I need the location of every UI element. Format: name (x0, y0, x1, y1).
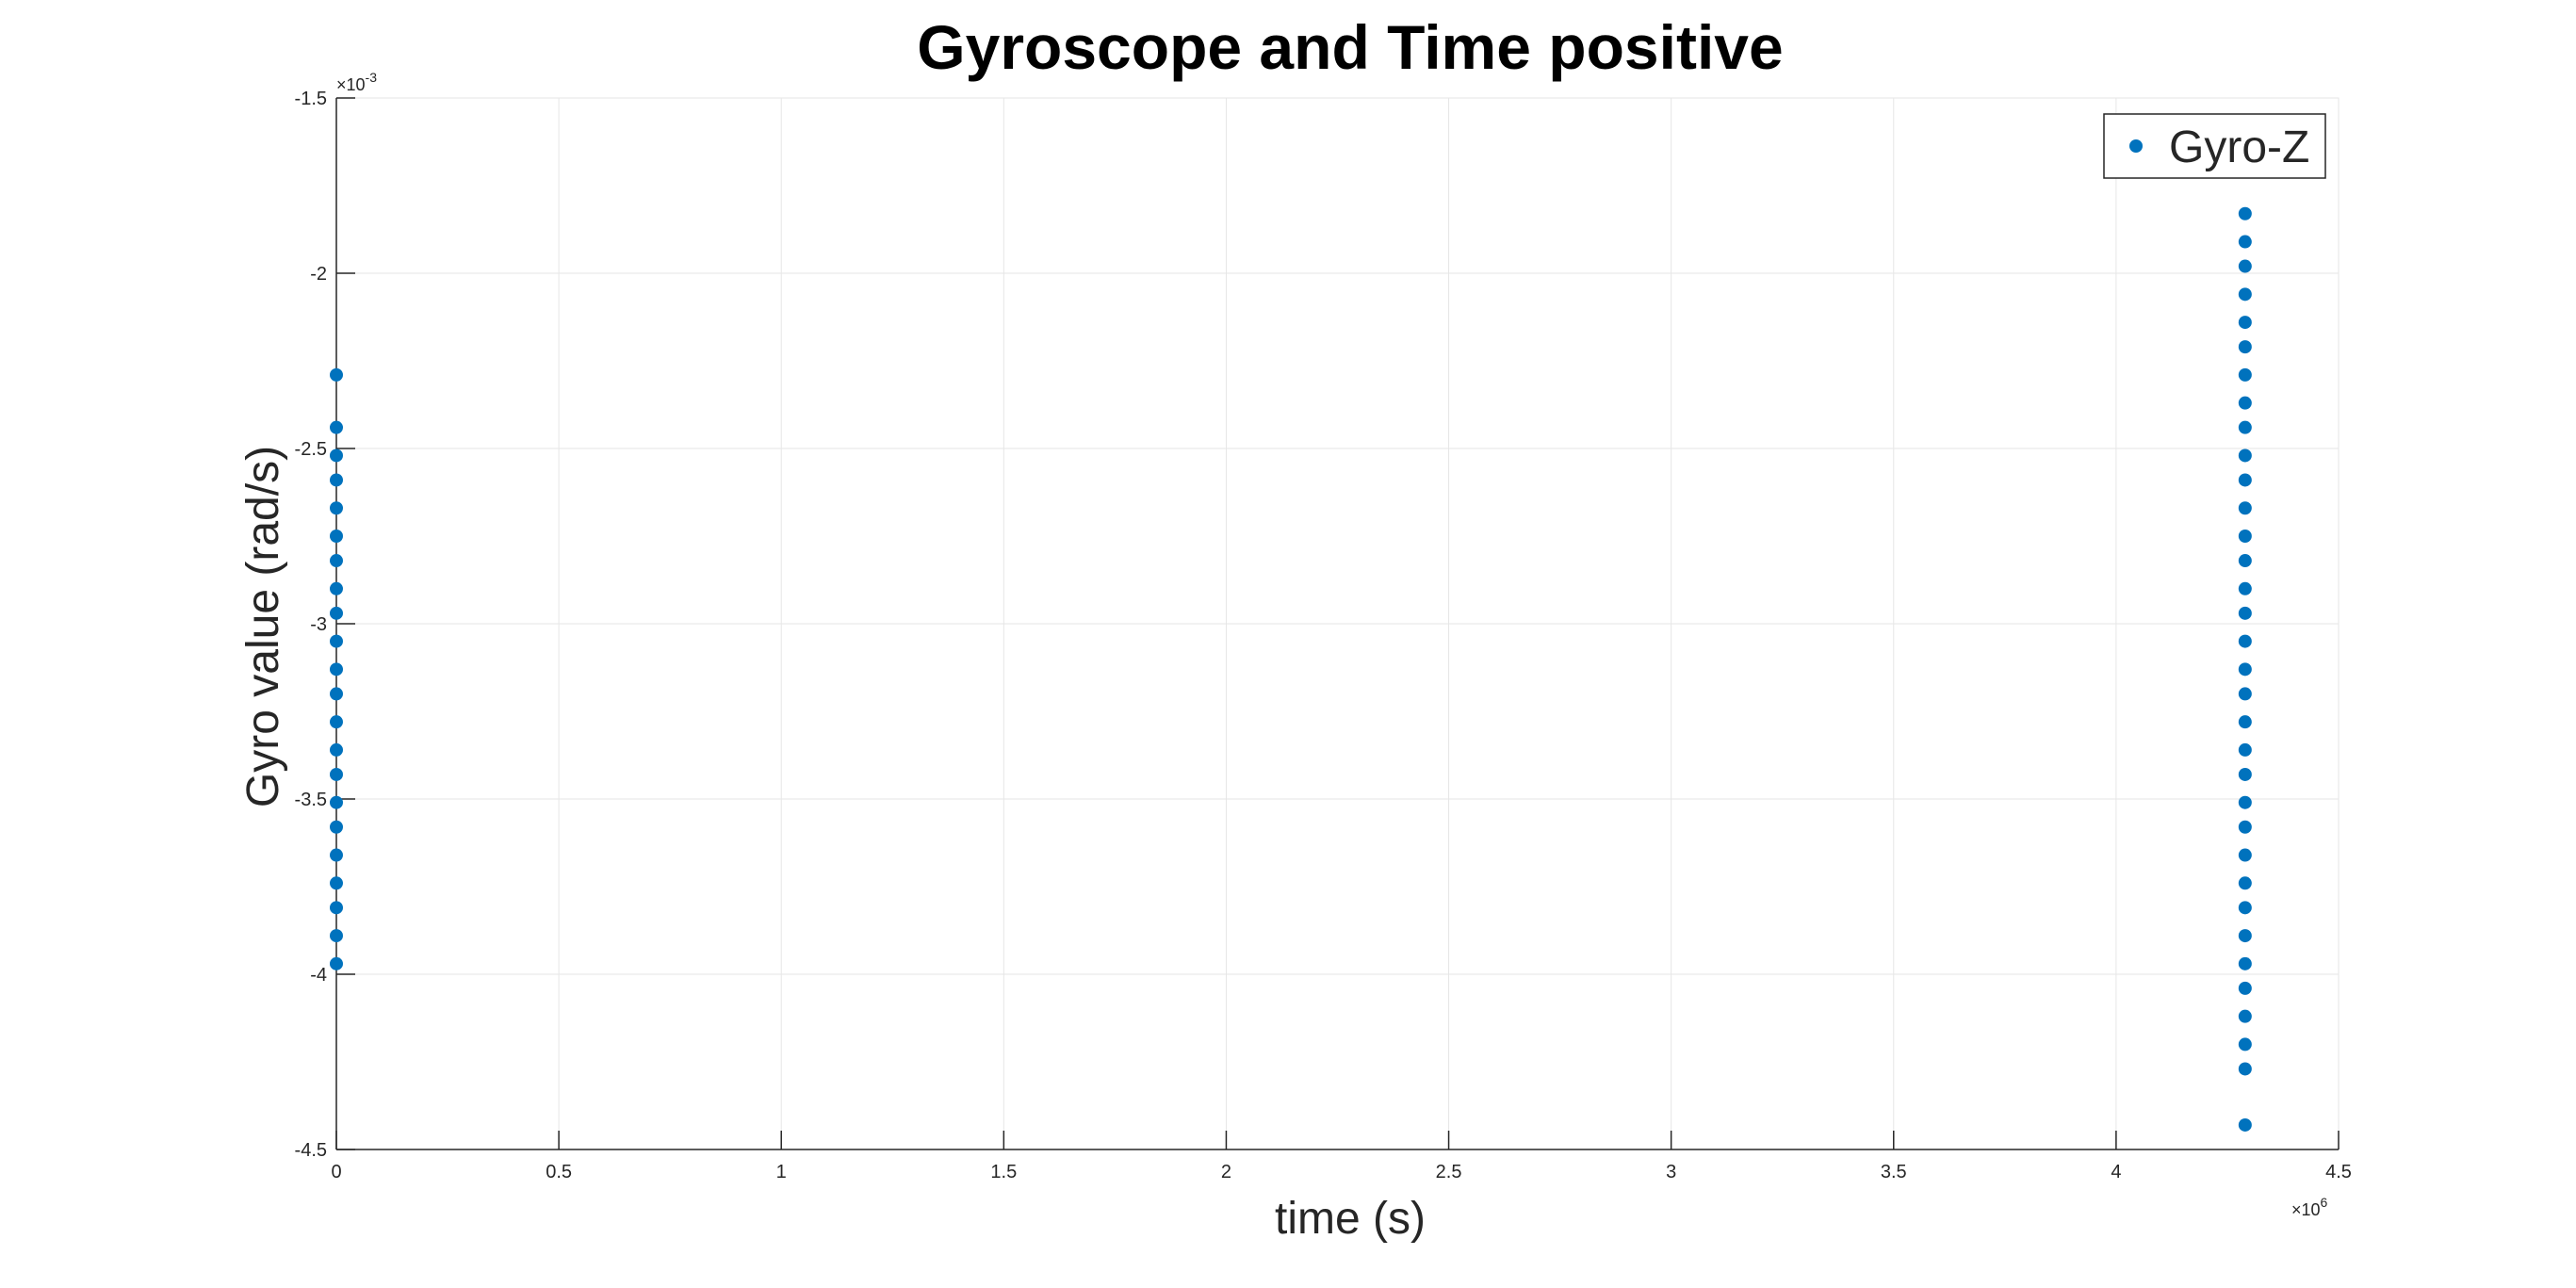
data-point (330, 687, 343, 701)
data-point (2238, 316, 2252, 330)
data-point (330, 715, 343, 729)
legend: Gyro-Z (2103, 113, 2326, 179)
chart-title: Gyroscope and Time positive (917, 12, 1783, 82)
data-point (2238, 795, 2252, 809)
data-point (330, 742, 343, 757)
data-point (330, 795, 343, 809)
data-point (2238, 820, 2252, 834)
data-points (330, 206, 2252, 1132)
data-point (330, 634, 343, 648)
data-point (2238, 235, 2252, 249)
y-tick-label: -3 (310, 614, 327, 635)
x-tick-label: 4 (2111, 1162, 2121, 1182)
data-point (2238, 259, 2252, 273)
data-point (2238, 848, 2252, 862)
data-point (2238, 767, 2252, 781)
data-point (330, 473, 343, 487)
legend-marker (2129, 139, 2143, 153)
x-tick-label: 1 (776, 1162, 787, 1182)
y-tick-label: -4.5 (295, 1140, 327, 1161)
data-point (2238, 448, 2252, 463)
data-point (330, 929, 343, 943)
y-tick-label: -2.5 (295, 439, 327, 460)
data-point (330, 956, 343, 970)
data-point (2238, 206, 2252, 220)
data-point (2238, 501, 2252, 515)
data-point (2238, 1117, 2252, 1132)
data-point (330, 820, 343, 834)
y-exponent-label: ×10-3 (336, 70, 377, 94)
data-point (330, 876, 343, 890)
data-point (2238, 687, 2252, 701)
x-tick-label: 3 (1666, 1162, 1676, 1182)
data-point (2238, 287, 2252, 302)
data-point (330, 501, 343, 515)
data-point (330, 581, 343, 595)
data-point (330, 367, 343, 382)
data-point (330, 530, 343, 543)
grid (335, 97, 2340, 1150)
data-point (2238, 901, 2252, 915)
x-axis-label: time (s) (1275, 1194, 1426, 1244)
y-axis-label: Gyro value (rad/s) (238, 446, 288, 807)
data-point (330, 848, 343, 862)
y-tick-label: -3.5 (295, 790, 327, 810)
x-tick-label: 2 (1221, 1162, 1231, 1182)
x-tick-label: 3.5 (1881, 1162, 1907, 1182)
x-tick-label: 4.5 (2325, 1162, 2352, 1182)
data-point (330, 662, 343, 677)
y-tick-label: -4 (310, 965, 327, 986)
axes: 0 0.5 1 1.5 2 2.5 3 3.5 4 4.5 -1.5 -2 -2.5 -3 -3.5 -4 -4… (295, 89, 2352, 1182)
data-point (2238, 396, 2252, 410)
data-point (2238, 662, 2252, 677)
y-tick-label: -1.5 (295, 89, 327, 109)
data-point (2238, 1009, 2252, 1023)
data-point (2238, 634, 2252, 648)
x-tick-label: 2.5 (1436, 1162, 1462, 1182)
legend-label: Gyro-Z (2169, 122, 2309, 172)
data-point (330, 448, 343, 463)
data-point (2238, 929, 2252, 943)
data-point (330, 767, 343, 781)
data-point (2238, 420, 2252, 434)
data-point (2238, 742, 2252, 757)
data-point (2238, 1062, 2252, 1076)
y-tick-label: -2 (310, 264, 327, 285)
data-point (330, 606, 343, 620)
x-tick-label: 0.5 (546, 1162, 572, 1182)
data-point (330, 420, 343, 434)
data-point (2238, 956, 2252, 970)
data-point (2238, 715, 2252, 729)
x-tick-label: 1.5 (990, 1162, 1017, 1182)
data-point (2238, 581, 2252, 595)
data-point (2238, 554, 2252, 568)
data-point (330, 554, 343, 568)
data-point (2238, 606, 2252, 620)
data-point (2238, 1037, 2252, 1052)
data-point (2238, 876, 2252, 890)
x-tick-label: 0 (331, 1162, 341, 1182)
data-point (2238, 530, 2252, 543)
data-point (330, 901, 343, 915)
data-point (2238, 473, 2252, 487)
data-point (2238, 340, 2252, 354)
data-point (2238, 367, 2252, 382)
x-exponent-label: ×106 (2291, 1195, 2328, 1219)
data-point (2238, 981, 2252, 995)
